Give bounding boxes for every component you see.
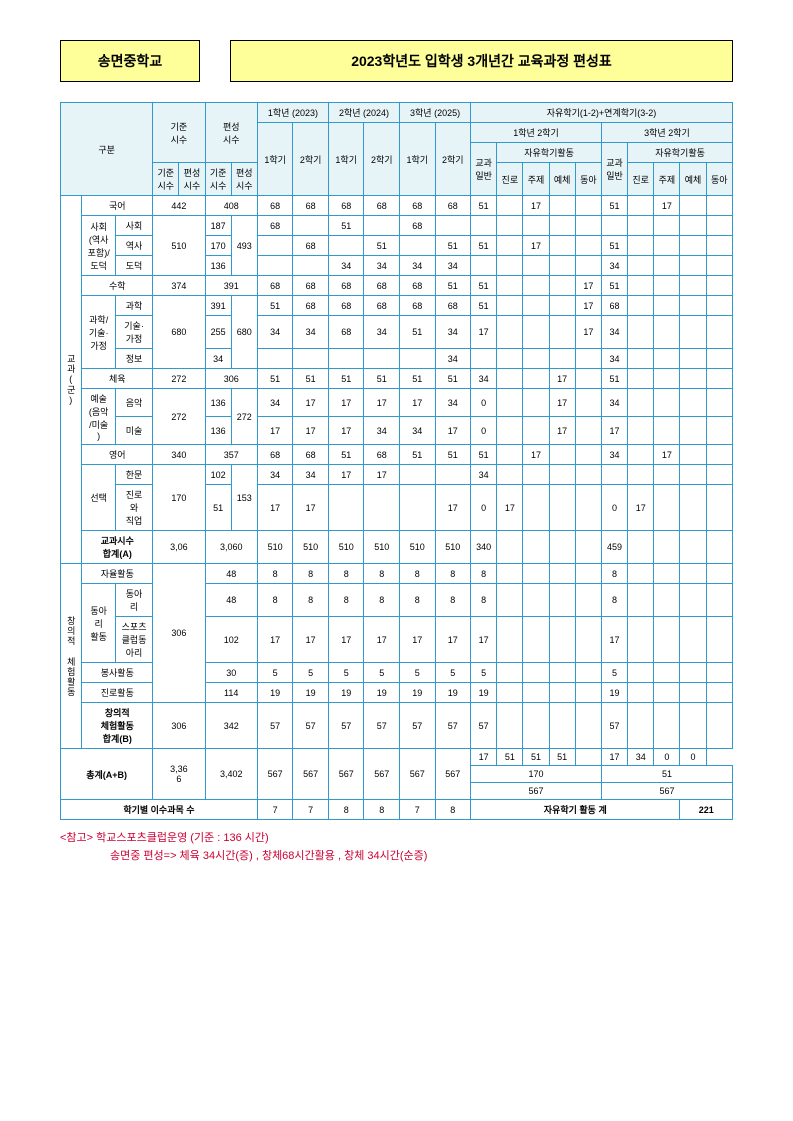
col-y3s2: 2학기 [435, 123, 471, 196]
col-y2s2: 2학기 [364, 123, 400, 196]
footnote: <참고> 학교스포츠클럽운영 (기준 : 136 시간) 송면중 편성=> 체육… [60, 830, 733, 865]
curriculum-table: 구분 기준 시수 편성 시수 1학년 (2023) 2학년 (2024) 3학년… [60, 102, 733, 820]
col-pyeon: 편성 시수 [205, 103, 257, 163]
col-freeact1: 자유학기활동 [497, 143, 602, 163]
col-gyogwa1: 교과 일반 [471, 143, 497, 196]
col-gyogwa2: 교과 일반 [601, 143, 627, 196]
col-jinro1: 진로 [497, 163, 523, 196]
col-jinro2: 진로 [628, 163, 654, 196]
col-y1: 1학년 (2023) [257, 103, 328, 123]
col-y3s1: 1학기 [400, 123, 436, 196]
page-title: 2023학년도 입학생 3개년간 교육과정 편성표 [230, 40, 733, 82]
col-y1s2: 2학기 [293, 123, 329, 196]
col-juje1: 주제 [523, 163, 549, 196]
col-yeche2: 예체 [680, 163, 706, 196]
col-y3: 3학년 (2025) [400, 103, 471, 123]
school-name: 송면중학교 [60, 40, 200, 82]
col-y2: 2학년 (2024) [328, 103, 399, 123]
col-juje2: 주제 [654, 163, 680, 196]
footnote-line2: 송면중 편성=> 체육 34시간(증) , 창체68시간활용 , 창체 34시간… [60, 848, 733, 866]
col-free-y3s2: 3학년 2학기 [601, 123, 732, 143]
footnote-line1: <참고> 학교스포츠클럽운영 (기준 : 136 시간) [60, 830, 733, 848]
col-donga2: 동아 [706, 163, 732, 196]
col-gijun: 기준 시수 [153, 103, 205, 163]
col-freeact2: 자유학기활동 [628, 143, 733, 163]
col-yeche1: 예체 [549, 163, 575, 196]
col-y2s1: 1학기 [328, 123, 364, 196]
col-free: 자유학기(1-2)+연계학기(3-2) [471, 103, 733, 123]
col-y1s1: 1학기 [257, 123, 293, 196]
col-gubun: 구분 [61, 103, 153, 196]
col-free-y1s2: 1학년 2학기 [471, 123, 602, 143]
col-donga1: 동아 [575, 163, 601, 196]
